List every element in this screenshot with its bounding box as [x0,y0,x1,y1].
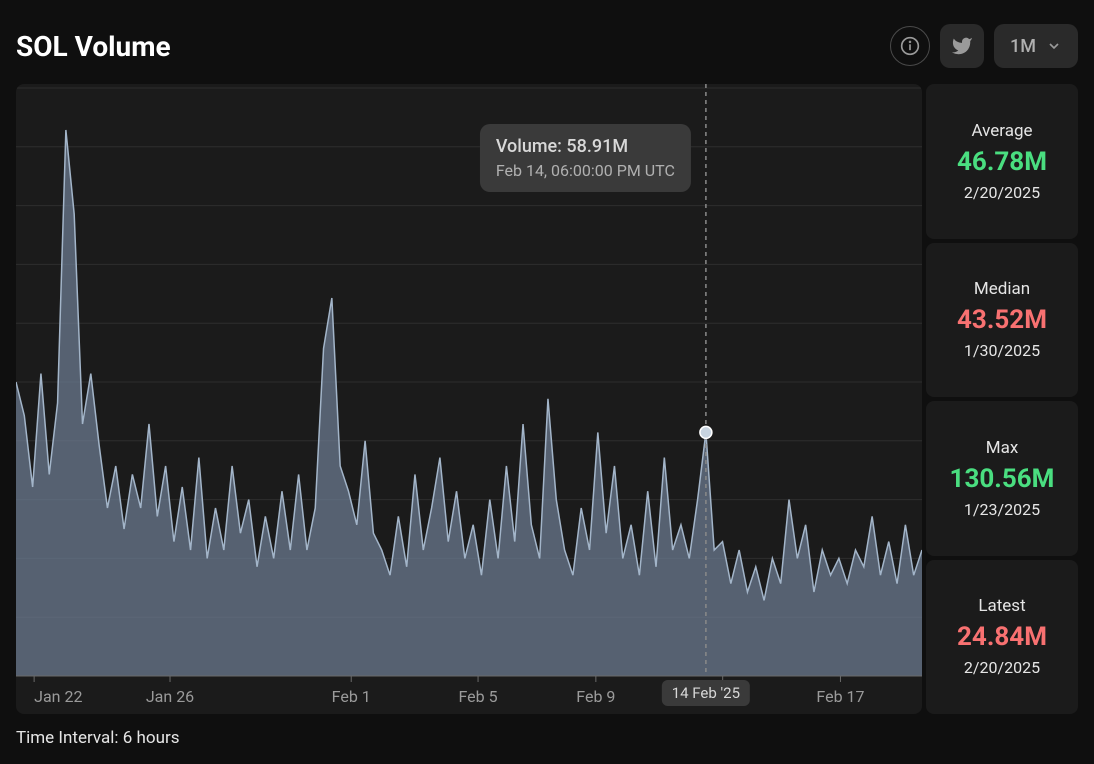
stat-value: 43.52M [957,305,1047,335]
info-button[interactable] [890,26,930,66]
stat-value: 46.78M [957,147,1047,177]
x-axis-tick: Feb 17 [816,687,864,706]
info-icon [900,36,920,56]
time-interval-note: Time Interval: 6 hours [16,714,1078,748]
volume-area-chart [16,84,922,714]
x-axis-tick: Feb 9 [576,687,615,706]
stat-card-average: Average 46.78M 2/20/2025 [926,84,1078,239]
chevron-down-icon [1046,38,1062,54]
time-range-label: 1M [1010,36,1036,57]
header-controls: 1M [890,24,1078,68]
time-range-selector[interactable]: 1M [994,24,1078,68]
twitter-button[interactable] [940,24,984,68]
stat-date: 2/20/2025 [964,658,1040,677]
x-axis-tick: Feb [710,687,736,706]
twitter-icon [951,35,973,57]
stat-date: 1/30/2025 [964,341,1040,360]
stat-label: Max [986,438,1019,458]
stat-date: 1/23/2025 [964,500,1040,519]
x-axis-tick: Jan 26 [146,687,194,706]
stat-card-latest: Latest 24.84M 2/20/2025 [926,560,1078,715]
stat-value: 24.84M [957,622,1047,652]
stat-value: 130.56M [950,464,1055,494]
stat-label: Latest [978,596,1025,616]
stat-date: 2/20/2025 [964,183,1040,202]
stat-label: Median [974,279,1030,299]
stat-label: Average [971,121,1032,141]
stat-card-median: Median 43.52M 1/30/2025 [926,243,1078,398]
page-title: SOL Volume [16,30,171,63]
x-axis-tick: Jan 22 [34,687,82,706]
header: SOL Volume 1M [16,16,1078,84]
stat-card-max: Max 130.56M 1/23/2025 [926,401,1078,556]
x-axis-tick: Feb 5 [458,687,497,706]
x-axis-tick: Feb 1 [332,687,371,706]
chart-panel[interactable]: Jan 22Jan 26Feb 1Feb 5Feb 9FebFeb 17 Vol… [16,84,922,714]
stats-column: Average 46.78M 2/20/2025 Median 43.52M 1/30/2… [926,84,1078,714]
